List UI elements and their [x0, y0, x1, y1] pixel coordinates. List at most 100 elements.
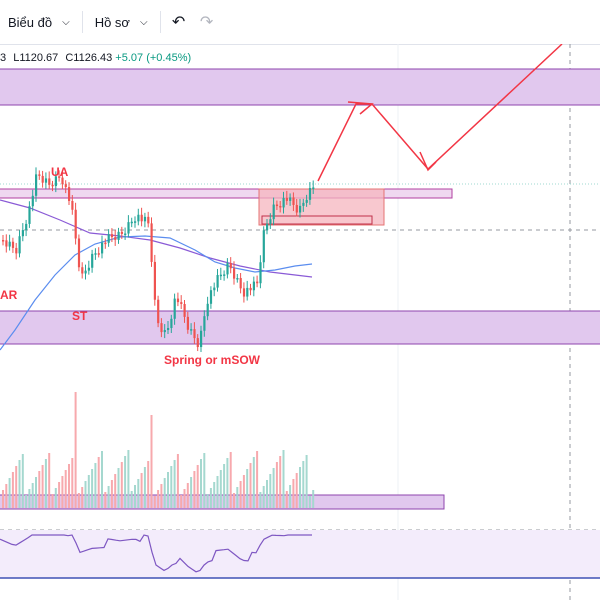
- candle-body: [94, 253, 97, 255]
- candle-body: [114, 237, 117, 240]
- candle-body: [143, 216, 147, 222]
- volume-bar: [114, 474, 117, 508]
- volume-bar: [262, 486, 265, 508]
- candle-body: [163, 330, 166, 333]
- candle-body: [87, 267, 90, 271]
- volume-bar: [124, 456, 127, 508]
- annotation-spring: Spring or mSOW: [164, 353, 260, 367]
- candle-body: [176, 298, 180, 303]
- ohlc-change-pct: (+0.45%): [146, 52, 192, 64]
- volume-bar: [117, 468, 120, 508]
- profile-menu-button[interactable]: Hồ sơ ⌵: [87, 7, 156, 37]
- candle-body: [196, 338, 199, 348]
- candle-body: [8, 241, 11, 247]
- candle-body: [193, 329, 196, 339]
- volume-bar: [38, 471, 41, 508]
- candle-body: [51, 184, 54, 187]
- candle-body: [64, 184, 67, 188]
- candle-body: [28, 206, 31, 224]
- candle-body: [160, 323, 163, 333]
- candle-body: [153, 261, 156, 300]
- volume-bar: [305, 455, 308, 508]
- volume-bar: [8, 478, 11, 508]
- volume-bar: [11, 472, 14, 508]
- volume-bar: [282, 450, 285, 508]
- annotation-ua: UA: [51, 165, 69, 179]
- candle-body: [256, 281, 259, 284]
- candle-body: [279, 206, 282, 208]
- candle-body: [305, 199, 308, 203]
- candle-body: [292, 197, 295, 205]
- volume-bar: [252, 457, 255, 508]
- moving-average-blue: [0, 235, 313, 351]
- candle-body: [249, 287, 252, 291]
- volume-bar: [173, 460, 176, 508]
- candle-body: [308, 188, 312, 200]
- volume-bar: [176, 454, 179, 508]
- candle-body: [104, 242, 107, 245]
- candle-body: [127, 222, 130, 234]
- volume-bar: [147, 461, 150, 508]
- volume-bar: [223, 464, 226, 508]
- candle-body: [242, 288, 246, 297]
- price-chart-canvas[interactable]: [0, 44, 600, 600]
- candle-body: [77, 238, 81, 268]
- candle-body: [84, 270, 87, 274]
- ohlc-low-label: L: [13, 52, 20, 64]
- volume-bar: [157, 490, 160, 508]
- volume-bar: [71, 458, 74, 508]
- chevron-down-icon: ⌵: [62, 16, 70, 28]
- volume-bar: [216, 476, 219, 508]
- projection-path: [317, 44, 563, 182]
- candle-body: [223, 274, 226, 276]
- volume-bar: [163, 478, 166, 508]
- candle-body: [209, 290, 213, 304]
- chevron-down-icon: ⌵: [139, 16, 148, 28]
- undo-icon[interactable]: ↶: [171, 14, 186, 31]
- candle-body: [206, 303, 209, 317]
- moving-average-purple: [0, 199, 313, 278]
- candle-body: [97, 253, 100, 255]
- candle-body: [101, 242, 104, 254]
- annotation-st: ST: [72, 309, 88, 323]
- volume-bar: [58, 482, 61, 508]
- volume-bar: [213, 482, 216, 508]
- volume-bar: [35, 477, 37, 508]
- candle-body: [285, 197, 288, 201]
- volume-bar: [249, 463, 252, 508]
- candle-body: [302, 202, 305, 206]
- candle-body: [236, 278, 239, 280]
- volume-bar: [180, 495, 183, 508]
- candle-body: [183, 304, 186, 317]
- candle-body: [216, 275, 219, 288]
- volume-bar: [206, 494, 209, 508]
- volume-bar: [28, 489, 31, 508]
- arrow-head-top: [347, 101, 374, 115]
- volume-bar: [186, 483, 189, 508]
- chart-menu-button[interactable]: Biểu đồ ⌵: [0, 7, 78, 37]
- ua-zone: [0, 188, 453, 199]
- volume-bar: [246, 469, 249, 508]
- ohlc-change: +5.07: [115, 52, 144, 64]
- volume-bar: [229, 452, 232, 508]
- candle-body: [239, 278, 242, 289]
- volume-bar: [308, 496, 311, 508]
- volume-bar: [2, 490, 4, 508]
- candle-body: [312, 187, 315, 189]
- candle-body: [91, 253, 94, 268]
- candle-body: [25, 223, 28, 231]
- candle-body: [38, 174, 41, 176]
- candle-body: [54, 176, 57, 187]
- candle-body: [275, 204, 279, 207]
- candle-body: [140, 214, 143, 222]
- volume-bar: [81, 487, 84, 508]
- volume-bar: [302, 461, 305, 508]
- volume-bars: [2, 392, 315, 508]
- volume-bar: [21, 454, 24, 508]
- candle-body: [5, 240, 8, 247]
- redo-icon[interactable]: ↷: [199, 14, 214, 31]
- candle-body: [137, 214, 140, 222]
- candle-body: [74, 209, 77, 239]
- volume-bar: [54, 488, 57, 508]
- candle-body: [262, 230, 265, 263]
